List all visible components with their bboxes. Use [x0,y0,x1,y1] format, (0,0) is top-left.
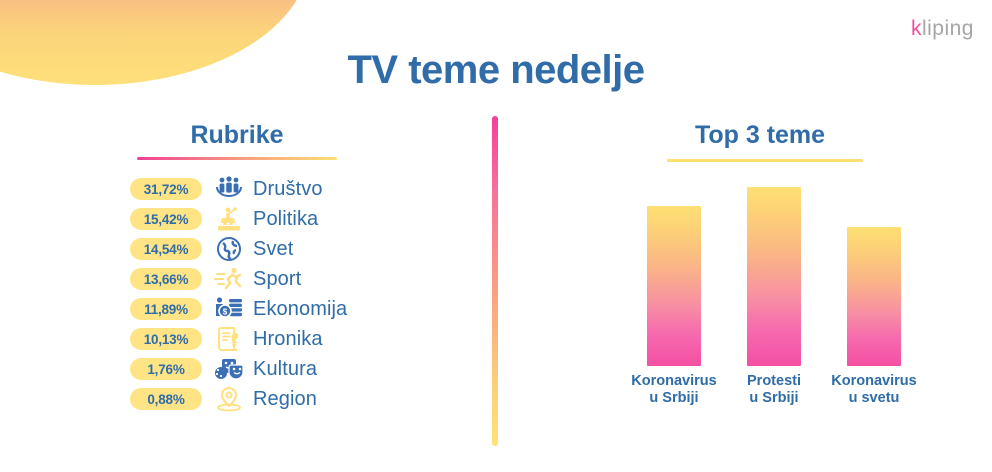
bar-label-row: Koronavirus u Srbiji Protesti u Srbiji K… [610,373,916,413]
theater-masks-icon [212,355,246,383]
bar-label-line: u svetu [848,390,900,406]
list-item: 0,88% Region [130,384,460,414]
percent-badge: 31,72% [130,178,202,200]
percent-badge: 10,13% [130,328,202,350]
money-icon: $ [212,295,246,323]
page-title: TV teme nedelje [347,48,645,92]
list-item-label: Društvo [253,177,323,200]
list-item: 10,13% Hronika [130,324,460,354]
scroll-icon [212,325,246,353]
rubrike-underline [137,157,337,160]
bar-label: Protesti u Srbiji [719,373,829,407]
bar [847,227,901,366]
list-item-label: Region [253,387,317,410]
list-item: 1,76% [130,354,460,384]
bar-label-line: Koronavirus [831,373,917,389]
map-pin-icon [212,385,246,413]
top-teme-bar-chart [610,176,910,366]
logo-text: liping [921,17,974,40]
bar-column [724,176,824,366]
bar-label-line: Protesti [747,373,801,389]
percent-badge: 15,42% [130,208,202,230]
list-item-label: Hronika [253,327,323,350]
list-item: 15,42% Politika [130,204,460,234]
list-item-label: Sport [253,267,302,290]
percent-badge: 14,54% [130,238,202,260]
rubrike-heading: Rubrike [190,121,284,149]
list-item-label: Ekonomija [253,297,348,320]
rubrike-panel: Rubrike 31,72% Društvo [130,120,460,414]
bar-label-line: u Srbiji [749,390,799,406]
svg-text:$: $ [223,308,228,317]
list-item-label: Svet [253,237,294,260]
list-item-label: Politika [253,207,319,230]
logo-accent-letter: k [910,17,922,40]
top-teme-underline [667,159,863,162]
list-item-label: Kultura [253,357,318,380]
bar-label: Koronavirus u Srbiji [619,373,729,407]
rubrike-list: 31,72% Društvo 15,42% [130,174,460,414]
vertical-divider [492,116,498,446]
list-item: 11,89% $ Ekonomija [130,294,460,324]
bar-column [824,176,924,366]
people-icon [212,175,246,203]
bar [747,186,801,366]
bar-column [624,176,724,366]
runner-icon [212,265,246,293]
bar [647,205,701,366]
globe-icon [212,235,246,263]
list-item: 14,54% Svet [130,234,460,264]
top-teme-heading: Top 3 teme [694,121,826,149]
percent-badge: 0,88% [130,388,202,410]
list-item: 13,66% Sport [130,264,460,294]
kliping-logo: kliping [911,18,974,39]
percent-badge: 13,66% [130,268,202,290]
list-item: 31,72% Društvo [130,174,460,204]
percent-badge: 11,89% [130,298,202,320]
bar-label: Koronavirus u svetu [819,373,929,407]
bar-label-line: u Srbiji [649,390,699,406]
podium-icon [212,205,246,233]
percent-badge: 1,76% [130,358,202,380]
bar-label-line: Koronavirus [631,373,717,389]
top-teme-panel: Top 3 teme Koronavirus u Srbiji Protesti… [610,120,920,413]
